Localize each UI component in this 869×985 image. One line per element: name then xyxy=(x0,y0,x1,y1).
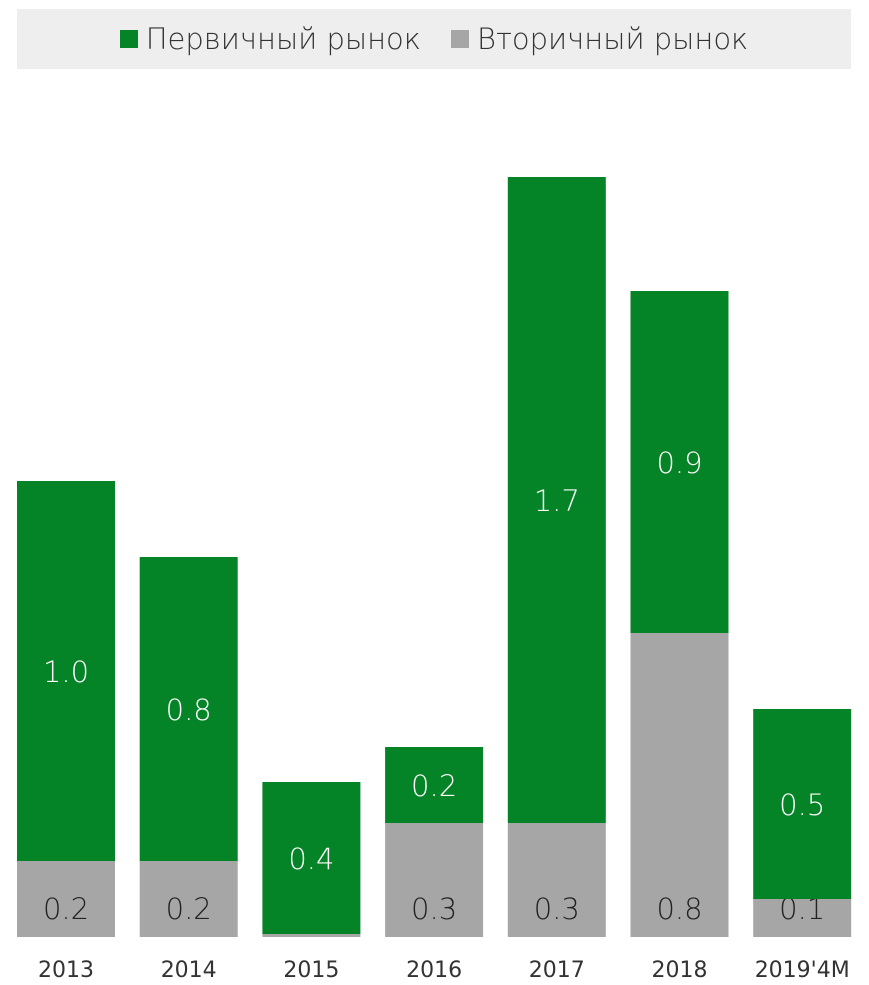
legend-swatch-secondary xyxy=(451,30,469,48)
data-label-secondary-4: 0.3 xyxy=(534,892,580,926)
bar-segment-secondary-1 xyxy=(139,861,238,937)
legend-swatch-primary xyxy=(119,30,138,48)
data-label-primary-0: 1.0 xyxy=(43,655,89,689)
bar-segment-primary-6 xyxy=(753,709,852,899)
bar-segment-secondary-6 xyxy=(753,899,852,937)
chart-legend: Первичный рынок Вторичный рынок xyxy=(17,9,851,69)
x-tick-label-4: 2017 xyxy=(529,958,585,983)
bar-segment-secondary-2 xyxy=(262,934,361,937)
bar-segment-secondary-5 xyxy=(630,633,729,937)
data-label-secondary-0: 0.2 xyxy=(43,892,89,926)
data-label-primary-1: 0.8 xyxy=(166,693,212,727)
bar-segment-primary-1 xyxy=(139,557,238,861)
bar-segment-primary-5 xyxy=(630,291,729,633)
bar-segment-primary-3 xyxy=(385,747,484,823)
bar-segment-secondary-0 xyxy=(17,861,115,937)
bar-segment-primary-2 xyxy=(262,782,361,934)
x-tick-label-2: 2015 xyxy=(283,958,339,983)
bar-segment-primary-4 xyxy=(507,177,606,823)
data-label-secondary-1: 0.2 xyxy=(166,892,212,926)
legend-item-secondary: Вторичный рынок xyxy=(451,22,748,56)
x-tick-label-1: 2014 xyxy=(161,958,217,983)
bar-segment-secondary-3 xyxy=(385,823,484,937)
data-label-primary-5: 0.9 xyxy=(656,446,702,480)
data-label-primary-6: 0.5 xyxy=(779,788,825,822)
bar-segment-primary-0 xyxy=(17,481,115,861)
x-tick-label-5: 2018 xyxy=(652,958,708,983)
data-label-primary-4: 1.7 xyxy=(534,484,580,518)
data-label-primary-3: 0.2 xyxy=(411,769,457,803)
bar-segment-secondary-4 xyxy=(507,823,606,937)
x-tick-label-0: 2013 xyxy=(38,958,94,983)
x-tick-label-6: 2019'4M xyxy=(755,958,850,983)
legend-label-secondary: Вторичный рынок xyxy=(477,22,749,56)
legend-item-primary: Первичный рынок xyxy=(119,22,421,56)
data-label-primary-2: 0.4 xyxy=(288,842,334,876)
data-label-secondary-3: 0.3 xyxy=(411,892,457,926)
data-label-secondary-5: 0.8 xyxy=(656,892,702,926)
legend-label-primary: Первичный рынок xyxy=(145,22,421,56)
x-tick-label-3: 2016 xyxy=(406,958,462,983)
